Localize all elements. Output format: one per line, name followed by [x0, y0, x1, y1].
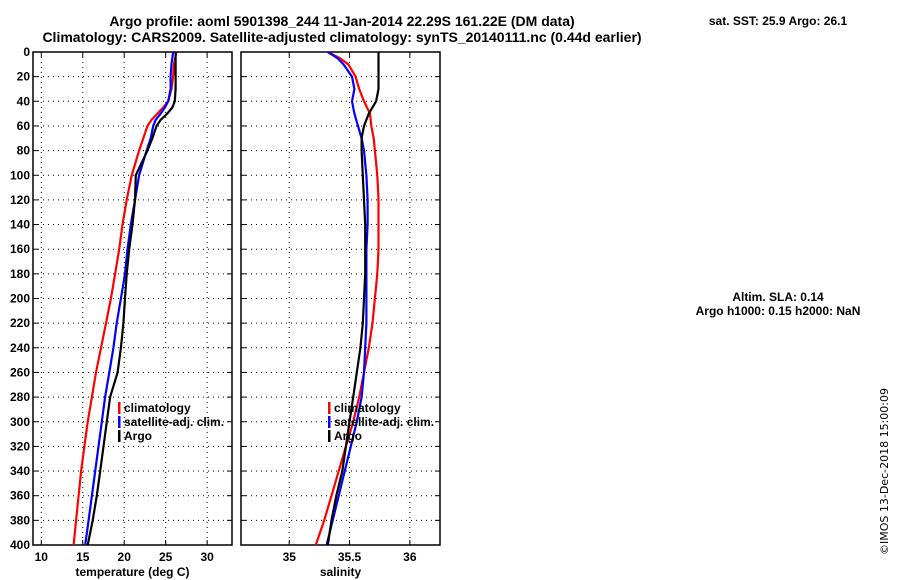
- salinity-line-argo: [326, 52, 380, 546]
- x-tick-label: 35: [283, 550, 297, 564]
- y-tick-label: 80: [17, 144, 31, 158]
- temperature-legend-swatch: [118, 430, 121, 442]
- y-tick-label: 280: [10, 390, 30, 404]
- temperature-line-satellite: [84, 51, 175, 546]
- sst-map-title: sat. SST: 25.9 Argo: 26.1: [708, 14, 848, 28]
- y-tick-label: 220: [10, 316, 30, 330]
- y-tick-label: 380: [10, 513, 30, 527]
- temperature-line-argo: [86, 52, 177, 546]
- salinity-line-satellite: [325, 51, 369, 546]
- y-tick-label: 140: [10, 218, 30, 232]
- x-tick-label: 10: [35, 550, 49, 564]
- temperature-legend-swatch: [118, 416, 121, 428]
- y-tick-label: 360: [10, 489, 30, 503]
- y-tick-label: 340: [10, 464, 30, 478]
- temperature-legend-label: climatology: [124, 401, 191, 415]
- temperature-legend-label: Argo: [124, 429, 152, 443]
- panel-frame: [240, 51, 441, 546]
- y-tick-label: 100: [10, 168, 30, 182]
- y-tick-label: 300: [10, 415, 30, 429]
- salinity-legend-label: climatology: [334, 401, 401, 415]
- x-tick-label: 30: [200, 550, 214, 564]
- y-tick-label: 40: [17, 94, 31, 108]
- panel-frame: [32, 51, 233, 546]
- y-tick-label: 180: [10, 267, 30, 281]
- y-tick-label: 200: [10, 292, 30, 306]
- salinity-legend-label: satellite-adj. clim.: [334, 415, 434, 429]
- sla-map-subtitle: Argo h1000: 0.15 h2000: NaN: [695, 304, 861, 318]
- y-tick-label: 20: [17, 70, 31, 84]
- y-tick-label: 120: [10, 193, 30, 207]
- y-tick-label: 240: [10, 341, 30, 355]
- salinity-legend-label: Argo: [334, 429, 362, 443]
- plot-title-line1: Argo profile: aoml 5901398_244 11-Jan-20…: [109, 13, 575, 29]
- y-tick-label: 260: [10, 365, 30, 379]
- salinity-legend-swatch: [328, 402, 331, 414]
- x-tick-label: 15: [76, 550, 90, 564]
- plot-title-line2: Climatology: CARS2009. Satellite-adjuste…: [42, 29, 642, 45]
- x-tick-label: 36: [403, 550, 417, 564]
- x-tick-label: 20: [118, 550, 132, 564]
- salinity-legend-swatch: [328, 416, 331, 428]
- salinity-line-climatology: [314, 51, 380, 546]
- x-axis-label: temperature (deg C): [75, 565, 189, 579]
- y-tick-label: 320: [10, 439, 30, 453]
- y-tick-label: 0: [23, 45, 30, 59]
- x-tick-label: 25: [159, 550, 173, 564]
- salinity-legend-swatch: [328, 430, 331, 442]
- y-tick-label: 400: [10, 538, 30, 552]
- x-tick-label: 35.5: [338, 550, 362, 564]
- y-tick-label: 60: [17, 119, 31, 133]
- temperature-legend-swatch: [118, 402, 121, 414]
- sla-map-title: Altim. SLA: 0.14: [732, 290, 824, 304]
- y-tick-label: 160: [10, 242, 30, 256]
- temperature-legend-label: satellite-adj. clim.: [124, 415, 224, 429]
- x-axis-label: salinity: [320, 565, 362, 579]
